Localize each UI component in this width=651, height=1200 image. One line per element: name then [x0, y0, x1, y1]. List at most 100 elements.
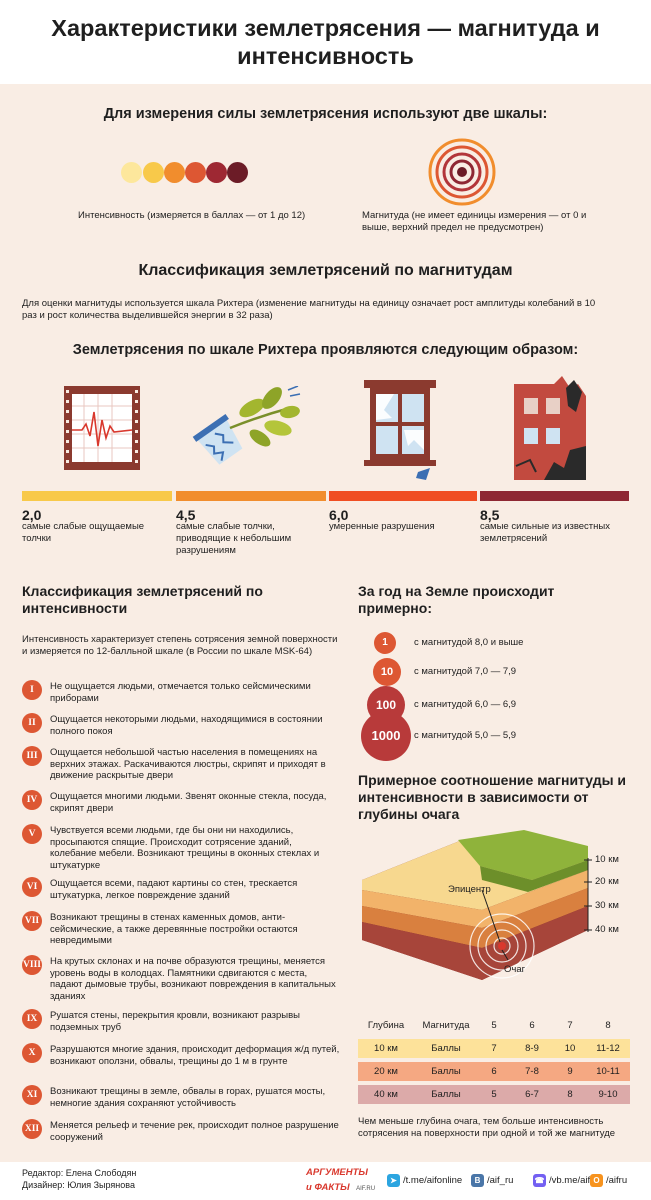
intensity-dot: [227, 162, 248, 183]
vk-icon[interactable]: В: [471, 1174, 484, 1187]
richter-description: самые сильные из известных землетрясений: [480, 521, 610, 544]
depth-table-header: Глубина Магнитуда 5 6 7 8: [358, 1016, 630, 1035]
broken-window-icon: [364, 380, 436, 480]
intensity-value-cell: 6: [478, 1062, 510, 1081]
frequency-description: с магнитудой 8,0 и выше: [414, 637, 524, 648]
header-mag-7: 7: [567, 1020, 573, 1031]
magnitude-rings-icon: [428, 138, 496, 206]
frequency-count-circle: 1: [374, 632, 396, 654]
intensity-level-description: На крутых склонах и на почве образуются …: [50, 956, 336, 1002]
intensity-value-cell: 8: [554, 1085, 586, 1104]
intensity-value-cell: 6-7: [510, 1085, 554, 1104]
scales-heading: Для измерения силы землетрясения использ…: [103, 106, 548, 122]
social-link[interactable]: /aifru: [606, 1175, 628, 1186]
intensity-level-description: Возникают трещины в земле, обвалы в гора…: [50, 1086, 326, 1109]
depth-mark: 20 км: [595, 876, 619, 887]
header: [0, 0, 651, 84]
viber-icon[interactable]: ☎: [533, 1174, 546, 1187]
depth-table-row: 20 км Баллы 6 7-8 9 10-11: [358, 1062, 630, 1081]
magnitude-classification-heading: Классификация землетрясений по магнитуда…: [138, 262, 513, 279]
intensity-level-badge: IX: [22, 1009, 42, 1029]
frequency-count-circle: 10: [373, 658, 401, 686]
depth-mark: 40 км: [595, 924, 619, 935]
depth-mark: 10 км: [595, 854, 619, 865]
intensity-value-cell: 10: [554, 1039, 586, 1058]
intensity-level-badge: V: [22, 824, 42, 844]
earth-cross-section-diagram: [362, 830, 592, 980]
intensity-level-badge: VIII: [22, 955, 42, 975]
intensity-value-cell: 7-8: [510, 1062, 554, 1081]
richter-value: 8,5: [480, 507, 500, 523]
social-link[interactable]: /vb.me/aif: [549, 1175, 591, 1186]
depth-table-row: 40 км Баллы 5 6-7 8 9-10: [358, 1085, 630, 1104]
richter-heading: Землетрясения по шкале Рихтера проявляют…: [72, 342, 579, 358]
depth-cell: 20 км: [358, 1062, 414, 1081]
focus-label: Очаг: [504, 964, 526, 975]
intensity-dot: [164, 162, 185, 183]
intensity-level-badge: III: [22, 746, 42, 766]
odnoklassniki-icon[interactable]: О: [590, 1174, 603, 1187]
intensity-dot: [185, 162, 206, 183]
intensity-level-description: Разрушаются многие здания, происходит де…: [50, 1044, 340, 1067]
intensity-level-description: Ощущается некоторыми людьми, находящимис…: [50, 714, 323, 737]
intensity-level-badge: XII: [22, 1119, 42, 1139]
intensity-level-description: Не ощущается людьми, отмечается только с…: [50, 681, 311, 704]
frequency-heading: За год на Земле происходит примерно:: [358, 583, 555, 616]
frequency-description: с магнитудой 5,0 — 5,9: [414, 730, 517, 741]
intensity-level-badge: XI: [22, 1085, 42, 1105]
depth-cell: 10 км: [358, 1039, 414, 1058]
intensity-classification-heading: Классификация землетрясений по интенсивн…: [22, 583, 263, 616]
intensity-level-badge: VII: [22, 911, 42, 931]
intensity-value-cell: 8-9: [510, 1039, 554, 1058]
seismograph-icon: [64, 386, 140, 470]
social-link[interactable]: /t.me/aifonline: [403, 1175, 463, 1186]
richter-value: 6,0: [329, 507, 349, 523]
intensity-value-cell: 11-12: [586, 1039, 630, 1058]
aif-logo: АРГУМЕНТЫ и ФАКТЫ AIF.RU: [306, 1168, 376, 1195]
destroyed-building-icon: [514, 376, 586, 480]
intensity-level-badge: I: [22, 680, 42, 700]
header-magnitude: Магнитуда: [422, 1020, 470, 1031]
header-mag-6: 6: [529, 1020, 535, 1031]
richter-value: 4,5: [176, 507, 196, 523]
richter-description: самые слабые толчки, приводящие к неболь…: [176, 521, 292, 556]
intensity-classification-text: Интенсивность характеризует степень сотр…: [22, 634, 338, 657]
frequency-description: с магнитудой 7,0 — 7,9: [414, 666, 517, 677]
intensity-level-description: Ощущается небольшой частью населения в п…: [50, 747, 326, 781]
intensity-value-cell: 9: [554, 1062, 586, 1081]
intensity-value-cell: 10-11: [586, 1062, 630, 1081]
intensity-level-badge: II: [22, 713, 42, 733]
logo-line1: АРГУМЕНТЫ: [306, 1167, 368, 1178]
designer-credit: Дизайнер: Юлия Зырянова: [22, 1180, 135, 1190]
depth-cell: 40 км: [358, 1085, 414, 1104]
editor-credit: Редактор: Елена Слободян: [22, 1168, 137, 1178]
magnitude-caption: Магнитуда (не имеет единицы измерения — …: [362, 210, 587, 233]
logo-site: AIF.RU: [356, 1186, 376, 1192]
fallen-plant-icon: [192, 386, 301, 465]
richter-bar: [22, 491, 172, 501]
header-depth: Глубина: [367, 1020, 405, 1031]
unit-cell: Баллы: [414, 1085, 478, 1104]
logo-line2: и ФАКТЫ: [306, 1182, 350, 1193]
intensity-level-description: Возникают трещины в стенах каменных домо…: [50, 912, 298, 946]
intensity-dot: [121, 162, 142, 183]
page-title: Характеристики землетрясения — магнитуда…: [51, 15, 600, 69]
intensity-level-badge: IV: [22, 790, 42, 810]
epicenter-label: Эпицентр: [448, 884, 491, 895]
intensity-level-description: Меняется рельеф и течение рек, происходи…: [50, 1120, 339, 1143]
depth-mark: 30 км: [595, 900, 619, 911]
depth-table-row: 10 км Баллы 7 8-9 10 11-12: [358, 1039, 630, 1058]
intensity-level-description: Рушатся стены, перекрытия кровли, возник…: [50, 1010, 300, 1033]
richter-bar: [176, 491, 326, 501]
richter-bar: [480, 491, 629, 501]
intensity-level-description: Ощущается многими людьми. Звенят оконные…: [50, 791, 327, 814]
depth-table: Глубина Магнитуда 5 6 7 8 10 км Баллы 7 8-9…: [358, 1012, 630, 1108]
intensity-dot: [143, 162, 164, 183]
unit-cell: Баллы: [414, 1062, 478, 1081]
richter-value: 2,0: [22, 507, 42, 523]
depth-heading: Примерное соотношение магнитуды и интенс…: [358, 772, 627, 822]
telegram-icon[interactable]: ➤: [387, 1174, 400, 1187]
social-link[interactable]: /aif_ru: [487, 1175, 514, 1186]
richter-description: умеренные разрушения: [329, 521, 435, 532]
intensity-level-badge: X: [22, 1043, 42, 1063]
